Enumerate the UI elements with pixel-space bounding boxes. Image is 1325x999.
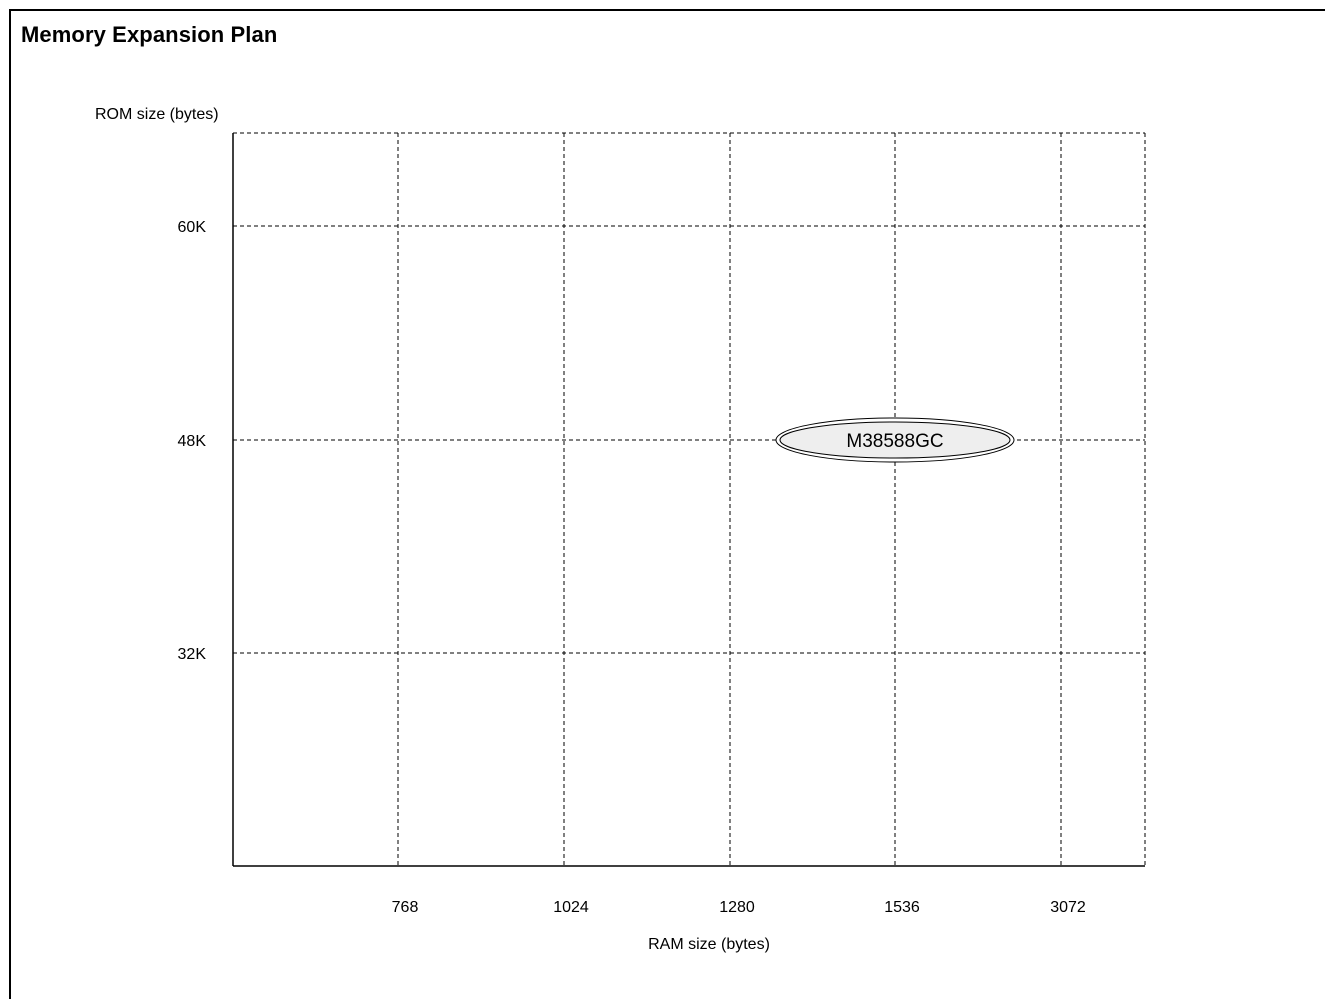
x-tick-label: 1280 [719, 899, 755, 916]
grid-layer [233, 132, 1146, 866]
y-axis-title: ROM size (bytes) [95, 106, 219, 123]
tick-label-layer: 768 1024 1280 1536 3072 60K 48K 32K [178, 219, 1086, 916]
point-ellipse-inner [779, 421, 1011, 459]
y-tick-label: 60K [178, 219, 207, 236]
axis-layer [232, 133, 1145, 867]
y-tick-label: 48K [178, 433, 207, 450]
x-tick-label: 3072 [1050, 899, 1086, 916]
x-tick-label: 1536 [884, 899, 920, 916]
y-tick-label: 32K [178, 646, 207, 663]
point-label: M38588GC [846, 431, 943, 452]
page-title: Memory Expansion Plan [21, 22, 278, 47]
x-tick-label: 768 [392, 899, 419, 916]
point-layer: M38588GC [775, 417, 1015, 463]
x-tick-label: 1024 [553, 899, 589, 916]
data-point: M38588GC [775, 417, 1015, 463]
figure-frame [9, 9, 1325, 999]
x-axis-title: RAM size (bytes) [648, 936, 770, 953]
